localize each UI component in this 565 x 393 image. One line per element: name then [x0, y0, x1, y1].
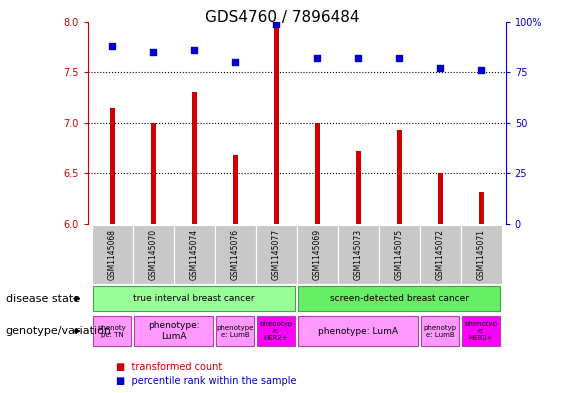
- Bar: [355, 151, 360, 224]
- Point: [476, 67, 485, 73]
- Point: [190, 47, 199, 53]
- Text: phenoty
pe: TN: phenoty pe: TN: [98, 325, 127, 338]
- Point: [272, 20, 281, 27]
- Bar: [379, 225, 420, 284]
- Point: [312, 55, 321, 61]
- Bar: [462, 316, 501, 346]
- Bar: [438, 173, 442, 224]
- Bar: [479, 192, 484, 224]
- Bar: [110, 108, 115, 224]
- Bar: [216, 316, 254, 346]
- Text: true interval breast cancer: true interval breast cancer: [133, 294, 255, 303]
- Point: [394, 55, 403, 61]
- Bar: [134, 316, 214, 346]
- Text: GDS4760 / 7896484: GDS4760 / 7896484: [205, 10, 360, 25]
- Bar: [233, 155, 238, 224]
- Text: GSM1145070: GSM1145070: [149, 229, 158, 280]
- Text: screen-detected breast cancer: screen-detected breast cancer: [329, 294, 468, 303]
- Text: phenotyp
e:
HER2+: phenotyp e: HER2+: [464, 321, 498, 341]
- Bar: [397, 130, 402, 224]
- Text: ■  transformed count: ■ transformed count: [116, 362, 222, 373]
- Text: GSM1145075: GSM1145075: [394, 229, 403, 280]
- Bar: [133, 225, 173, 284]
- Text: phenotyp
e:
HER2+: phenotyp e: HER2+: [259, 321, 293, 341]
- Bar: [298, 316, 418, 346]
- Bar: [298, 286, 501, 311]
- Point: [436, 65, 445, 71]
- Text: GSM1145073: GSM1145073: [354, 229, 363, 280]
- Bar: [151, 123, 155, 224]
- Text: GSM1145076: GSM1145076: [231, 229, 240, 280]
- Bar: [192, 92, 197, 224]
- Text: GSM1145071: GSM1145071: [477, 229, 485, 280]
- Bar: [93, 316, 132, 346]
- Bar: [92, 225, 133, 284]
- Bar: [93, 286, 295, 311]
- Bar: [255, 225, 297, 284]
- Text: phenotype: LumA: phenotype: LumA: [318, 327, 398, 336]
- Bar: [338, 225, 379, 284]
- Text: GSM1145072: GSM1145072: [436, 229, 445, 280]
- Text: phenotype
e: LumB: phenotype e: LumB: [216, 325, 254, 338]
- Bar: [315, 123, 320, 224]
- Bar: [297, 225, 338, 284]
- Text: GSM1145074: GSM1145074: [190, 229, 199, 280]
- Text: GSM1145069: GSM1145069: [312, 229, 321, 280]
- Text: GSM1145077: GSM1145077: [272, 229, 281, 280]
- Bar: [257, 316, 295, 346]
- Point: [354, 55, 363, 61]
- Bar: [173, 225, 215, 284]
- Bar: [420, 225, 460, 284]
- Bar: [215, 225, 255, 284]
- Text: genotype/variation: genotype/variation: [6, 326, 112, 336]
- Text: phenotyp
e: LumB: phenotyp e: LumB: [424, 325, 457, 338]
- Bar: [421, 316, 459, 346]
- Point: [231, 59, 240, 65]
- Bar: [273, 27, 279, 224]
- Point: [149, 49, 158, 55]
- Point: [108, 43, 117, 49]
- Bar: [460, 225, 502, 284]
- Text: GSM1145068: GSM1145068: [108, 229, 116, 280]
- Text: disease state: disease state: [6, 294, 80, 304]
- Text: ■  percentile rank within the sample: ■ percentile rank within the sample: [116, 376, 296, 386]
- Text: phenotype:
LumA: phenotype: LumA: [148, 321, 199, 341]
